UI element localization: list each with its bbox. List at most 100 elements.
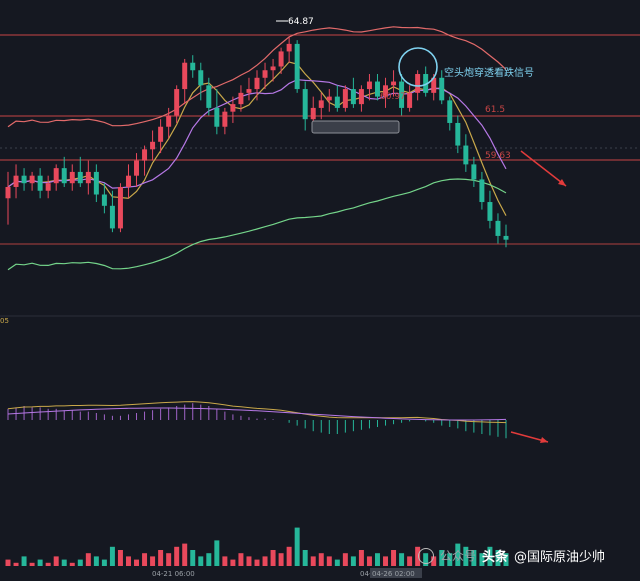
candle-body [158, 126, 164, 142]
watermark: 公众号 头条 @国际原油少帅 [418, 546, 605, 565]
volume-bar [374, 553, 380, 566]
wechat-icon [418, 547, 434, 564]
volume-bar [174, 546, 180, 566]
candle-body [93, 171, 99, 195]
candle-body [439, 77, 445, 101]
volume-bar [254, 559, 260, 566]
candle-body [334, 96, 340, 108]
trend-arrow-head [558, 179, 566, 186]
candle-body [45, 183, 51, 191]
candle-body [423, 74, 429, 93]
volume-bar [270, 550, 276, 566]
candle-body [342, 89, 348, 108]
candle-body [326, 96, 332, 101]
candle-body [374, 81, 380, 97]
volume-bar [391, 550, 397, 566]
candle-body [246, 89, 252, 93]
volume-bar [13, 562, 19, 566]
volume-bar [447, 553, 453, 566]
macd-arrow-head [540, 437, 548, 443]
volume-bar [310, 556, 316, 566]
candle-body [222, 111, 228, 127]
price-panel: 64.87 60.97 61.5 59.63 空头炮穿透看跌信号 [0, 17, 640, 317]
candle-body [383, 85, 389, 97]
price-label: 60.97 [380, 92, 406, 102]
candle-body [37, 175, 43, 191]
volume-bar [37, 559, 43, 566]
volume-bar [45, 562, 51, 566]
watermark-prefix: 公众号 [440, 549, 477, 563]
candle-body [190, 62, 196, 71]
volume-bar [366, 556, 372, 566]
candle-body [206, 85, 212, 108]
candle-body [286, 43, 292, 52]
candle-body [366, 81, 372, 90]
volume-bar [238, 553, 244, 566]
volume-bar [431, 556, 437, 566]
candle-body [77, 171, 83, 184]
volume-bar [503, 553, 509, 566]
candle-body [407, 92, 413, 108]
volume-bar [53, 556, 59, 566]
volume-bar [318, 553, 324, 566]
candle-body [61, 168, 67, 184]
price-label: 64.87 [288, 17, 314, 27]
candle-body [214, 107, 220, 127]
candle-body [125, 175, 131, 187]
volume-bar [278, 553, 284, 566]
candle-body [5, 186, 11, 199]
candle-body [109, 205, 115, 229]
volume-bar [302, 550, 308, 566]
candle-body [13, 175, 19, 187]
candle-body [294, 43, 300, 90]
volume-bar [407, 556, 413, 566]
candle-body [150, 141, 156, 150]
volume-bar [214, 540, 220, 566]
candle-body [85, 171, 91, 184]
candle-body [262, 70, 268, 78]
candle-body [174, 89, 180, 116]
candle-body [455, 122, 461, 146]
candle-body [29, 175, 35, 184]
candle-body [182, 62, 188, 90]
candle-body [230, 104, 236, 112]
volume-bar [69, 562, 75, 566]
volume-bar [142, 553, 148, 566]
ma-line [7, 178, 507, 271]
candle-body [431, 77, 437, 93]
candle-body [487, 202, 493, 221]
volume-bar [5, 559, 11, 566]
volume-bar [471, 550, 477, 566]
x-tick-label: 04-26 02:00 [372, 570, 415, 578]
volume-bar [262, 556, 268, 566]
candle-body [350, 89, 356, 105]
volume-bar [206, 553, 212, 566]
volume-bar [125, 556, 131, 566]
volume-bar [399, 553, 405, 566]
ma-line [7, 26, 507, 128]
candle-body [310, 107, 316, 120]
volume-bar [182, 543, 188, 566]
candle-body [278, 51, 284, 67]
volume-bar [439, 550, 445, 566]
volume-bar [198, 556, 204, 566]
signal-annotation: 空头炮穿透看跌信号 [444, 66, 534, 79]
candle-body [238, 92, 244, 105]
volume-bar [117, 550, 123, 566]
axis-label: 05 [0, 317, 9, 325]
volume-bar [29, 562, 35, 566]
volume-bar [134, 559, 140, 566]
volume-bar [358, 550, 364, 566]
macd-panel: 05 [0, 317, 549, 443]
candle-body [495, 220, 501, 236]
volume-bar [222, 556, 228, 566]
volume-bar [77, 559, 83, 566]
volume-bar [230, 559, 236, 566]
volume-bar [342, 553, 348, 566]
volume-bar [150, 556, 156, 566]
volume-bar [286, 546, 292, 566]
candle-body [471, 164, 477, 180]
candle-body [101, 194, 107, 206]
candle-body [166, 115, 172, 127]
